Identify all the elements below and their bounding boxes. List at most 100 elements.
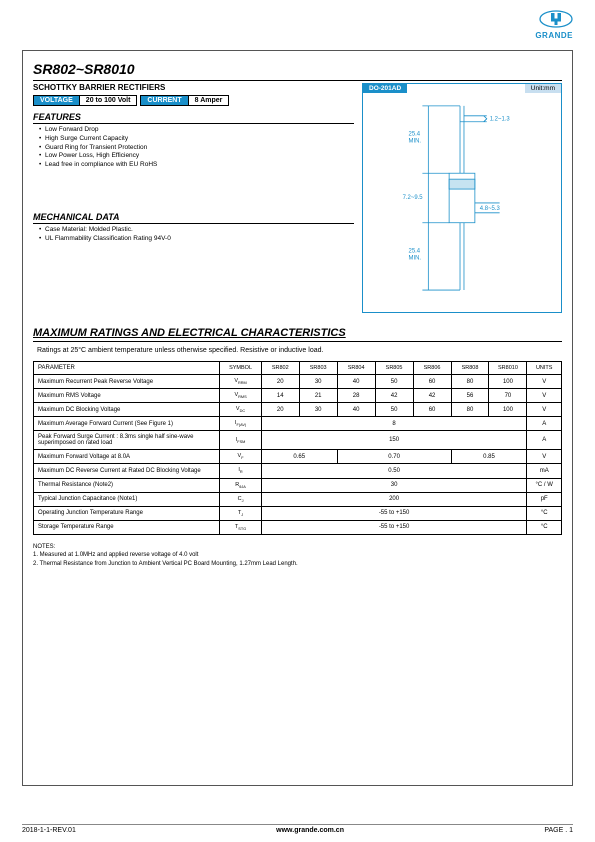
table-header-row: PARAMETER SYMBOL SR802 SR803 SR804 SR805… xyxy=(34,362,562,375)
cell-unit: V xyxy=(527,375,562,389)
package-drawing: 1.2~1.3 25.4MIN. 7.2~9.5 4.8~5.3 25.4MIN… xyxy=(363,93,561,298)
cell-value: 0.65 xyxy=(261,450,337,464)
th-part: SR804 xyxy=(337,362,375,375)
current-label: CURRENT xyxy=(140,95,188,106)
dim-body-w: 4.8~5.3 xyxy=(480,206,501,212)
cell-value: 50 xyxy=(375,403,413,417)
cell-value: 28 xyxy=(337,389,375,403)
cell-value: 0.85 xyxy=(451,450,527,464)
cell-value: 42 xyxy=(413,389,451,403)
notes-section: NOTES: 1. Measured at 1.0MHz and applied… xyxy=(33,543,562,568)
cell-value: 0.70 xyxy=(337,450,451,464)
footer-url: www.grande.com.cn xyxy=(276,827,344,834)
cell-value: 200 xyxy=(261,492,527,506)
cell-unit: °C xyxy=(527,506,562,520)
cell-value: 60 xyxy=(413,403,451,417)
cell-parameter: Maximum Forward Voltage at 8.0A xyxy=(34,450,220,464)
part-title: SR802~SR8010 xyxy=(33,61,562,81)
feature-item: Guard Ring for Transient Protection xyxy=(39,144,354,153)
cell-symbol: TJ xyxy=(220,506,261,520)
cell-symbol: RθJA xyxy=(220,478,261,492)
table-row: Typical Junction Capacitance (Note1)CJ20… xyxy=(34,492,562,506)
cell-value: 150 xyxy=(261,431,527,450)
th-parameter: PARAMETER xyxy=(34,362,220,375)
feature-item: Low Power Loss, High Efficiency xyxy=(39,152,354,161)
cell-value: 100 xyxy=(489,403,527,417)
table-row: Operating Junction Temperature RangeTJ-5… xyxy=(34,506,562,520)
cell-value: -55 to +150 xyxy=(261,506,527,520)
cell-value: 30 xyxy=(261,478,527,492)
logo: GRANDE xyxy=(535,10,573,40)
cell-value: 80 xyxy=(451,403,489,417)
cell-unit: pF xyxy=(527,492,562,506)
th-part: SR803 xyxy=(299,362,337,375)
features-header: FEATURES xyxy=(33,112,354,124)
cell-symbol: VDC xyxy=(220,403,261,417)
th-part: SR805 xyxy=(375,362,413,375)
cell-symbol: IFSM xyxy=(220,431,261,450)
cell-symbol: IR xyxy=(220,464,261,478)
th-part: SR8010 xyxy=(489,362,527,375)
cell-value: 21 xyxy=(299,389,337,403)
note-item: 2. Thermal Resistance from Junction to A… xyxy=(33,560,562,568)
cell-unit: mA xyxy=(527,464,562,478)
page: GRANDE SR802~SR8010 SCHOTTKY BARRIER REC… xyxy=(0,0,595,842)
cell-unit: °C / W xyxy=(527,478,562,492)
cell-parameter: Maximum Recurrent Peak Reverse Voltage xyxy=(34,375,220,389)
mech-item: UL Flammability Classification Rating 94… xyxy=(39,235,354,244)
cell-value: 20 xyxy=(261,403,299,417)
cell-value: 56 xyxy=(451,389,489,403)
cell-parameter: Maximum DC Blocking Voltage xyxy=(34,403,220,417)
table-row: Storage Temperature RangeTSTG-55 to +150… xyxy=(34,520,562,534)
th-symbol: SYMBOL xyxy=(220,362,261,375)
cell-value: 30 xyxy=(299,375,337,389)
table-row: Maximum DC Blocking VoltageVDC2030405060… xyxy=(34,403,562,417)
logo-text: GRANDE xyxy=(535,31,573,40)
cell-parameter: Peak Forward Surge Current : 8.3ms singl… xyxy=(34,431,220,450)
table-row: Maximum RMS VoltageVRMS14212842425670V xyxy=(34,389,562,403)
dim-body-h: 7.2~9.5 xyxy=(403,195,424,201)
voltage-value: 20 to 100 Volt xyxy=(80,95,138,106)
mechanical-header: MECHANICAL DATA xyxy=(33,212,354,224)
dim-lead-len-bot: 25.4MIN. xyxy=(409,248,422,261)
cell-value: 14 xyxy=(261,389,299,403)
feature-item: High Surge Current Capacity xyxy=(39,135,354,144)
th-part: SR808 xyxy=(451,362,489,375)
cell-value: 0.50 xyxy=(261,464,527,478)
cell-value: 60 xyxy=(413,375,451,389)
cell-parameter: Storage Temperature Range xyxy=(34,520,220,534)
features-list: Low Forward DropHigh Surge Current Capac… xyxy=(33,126,354,170)
cell-value: 30 xyxy=(299,403,337,417)
cell-value: 100 xyxy=(489,375,527,389)
cell-symbol: CJ xyxy=(220,492,261,506)
ratings-table: PARAMETER SYMBOL SR802 SR803 SR804 SR805… xyxy=(33,361,562,535)
cell-symbol: IF(AV) xyxy=(220,417,261,431)
cell-unit: A xyxy=(527,431,562,450)
mech-item: Case Material: Molded Plastic. xyxy=(39,226,354,235)
table-row: Maximum Average Forward Current (See Fig… xyxy=(34,417,562,431)
feature-item: Low Forward Drop xyxy=(39,126,354,135)
voltage-label: VOLTAGE xyxy=(33,95,80,106)
cell-parameter: Typical Junction Capacitance (Note1) xyxy=(34,492,220,506)
cell-value: 70 xyxy=(489,389,527,403)
cell-value: 80 xyxy=(451,375,489,389)
logo-icon xyxy=(539,10,573,30)
cell-value: 40 xyxy=(337,375,375,389)
table-row: Maximum Recurrent Peak Reverse VoltageVR… xyxy=(34,375,562,389)
th-part: SR806 xyxy=(413,362,451,375)
dim-lead-dia: 1.2~1.3 xyxy=(490,117,511,123)
cell-symbol: VF xyxy=(220,450,261,464)
cell-value: -55 to +150 xyxy=(261,520,527,534)
cell-parameter: Operating Junction Temperature Range xyxy=(34,506,220,520)
package-unit: Unit:mm xyxy=(525,84,561,93)
table-row: Thermal Resistance (Note2)RθJA30°C / W xyxy=(34,478,562,492)
footer-page: PAGE . 1 xyxy=(544,827,573,834)
th-part: SR802 xyxy=(261,362,299,375)
cell-parameter: Thermal Resistance (Note2) xyxy=(34,478,220,492)
cell-value: 8 xyxy=(261,417,527,431)
cell-value: 20 xyxy=(261,375,299,389)
current-value: 8 Amper xyxy=(189,95,230,106)
package-diagram: DO-201AD Unit:mm xyxy=(362,83,562,313)
dim-lead-len-top: 25.4MIN. xyxy=(409,132,422,145)
cell-unit: °C xyxy=(527,520,562,534)
